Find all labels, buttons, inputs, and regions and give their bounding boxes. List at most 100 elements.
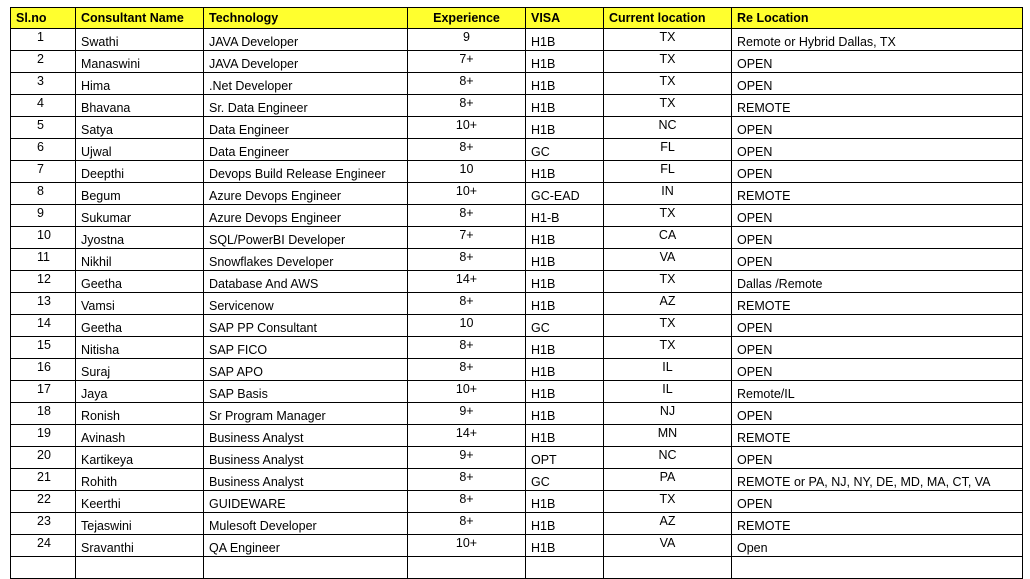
table-cell: 7 xyxy=(10,160,76,183)
table-cell: JAVA Developer xyxy=(203,50,408,73)
table-cell: IL xyxy=(603,358,732,381)
table-cell xyxy=(731,556,1023,579)
table-cell: Ronish xyxy=(75,402,204,425)
table-cell: 8+ xyxy=(407,468,526,491)
table-cell: Tejaswini xyxy=(75,512,204,535)
table-cell: 8+ xyxy=(407,94,526,117)
table-cell: SAP FICO xyxy=(203,336,408,359)
table-cell: NJ xyxy=(603,402,732,425)
table-cell: H1B xyxy=(525,116,604,139)
table-cell: SAP APO xyxy=(203,358,408,381)
table-cell: 10 xyxy=(407,314,526,337)
table-cell: H1B xyxy=(525,336,604,359)
table-cell: 10+ xyxy=(407,182,526,205)
table-cell: FL xyxy=(603,138,732,161)
table-cell: 9 xyxy=(407,28,526,51)
table-row: 1 Swathi JAVA Developer 9 H1B TX Remote or Hyb… xyxy=(10,28,1023,51)
table-cell: 10 xyxy=(10,226,76,249)
table-row: 11 Nikhil Snowflakes Developer 8+ H1B VA OPEN xyxy=(10,248,1023,271)
table-cell: FL xyxy=(603,160,732,183)
table-cell: Sr. Data Engineer xyxy=(203,94,408,117)
page: {"table": { "header": ["Sl.no", "Consult… xyxy=(10,7,1023,579)
table-cell: H1B xyxy=(525,248,604,271)
table-cell: H1B xyxy=(525,72,604,95)
table-cell: NC xyxy=(603,116,732,139)
table-cell: Business Analyst xyxy=(203,468,408,491)
table-row: 13 Vamsi Servicenow 8+ H1B AZ REMOTE xyxy=(10,292,1023,315)
table-cell: Nitisha xyxy=(75,336,204,359)
table-cell: Nikhil xyxy=(75,248,204,271)
table-cell: GC xyxy=(525,138,604,161)
table-cell: Satya xyxy=(75,116,204,139)
table-cell: IN xyxy=(603,182,732,205)
header-cell: Technology xyxy=(203,7,408,29)
table-cell: PA xyxy=(603,468,732,491)
table-cell: Jyostna xyxy=(75,226,204,249)
table-cell: 9+ xyxy=(407,402,526,425)
table-cell: Azure Devops Engineer xyxy=(203,204,408,227)
table-cell: Suraj xyxy=(75,358,204,381)
table-row: 20 Kartikeya Business Analyst 9+ OPT NC OPEN xyxy=(10,446,1023,469)
table-cell: 22 xyxy=(10,490,76,513)
table-cell: 17 xyxy=(10,380,76,403)
table-cell: OPEN xyxy=(731,160,1023,183)
table-cell: H1B xyxy=(525,160,604,183)
table-cell: 20 xyxy=(10,446,76,469)
table-cell: OPEN xyxy=(731,138,1023,161)
table-cell: H1B xyxy=(525,28,604,51)
table-cell: GUIDEWARE xyxy=(203,490,408,513)
header-cell: Experience xyxy=(407,7,526,29)
table-cell: 8+ xyxy=(407,248,526,271)
table-cell: 7+ xyxy=(407,50,526,73)
table-cell: 13 xyxy=(10,292,76,315)
table-cell: REMOTE xyxy=(731,292,1023,315)
table-cell: TX xyxy=(603,336,732,359)
table-cell: H1B xyxy=(525,50,604,73)
table-cell: Azure Devops Engineer xyxy=(203,182,408,205)
table-cell xyxy=(10,556,76,579)
table-cell: Ujwal xyxy=(75,138,204,161)
table-cell: Snowflakes Developer xyxy=(203,248,408,271)
table-cell: OPEN xyxy=(731,248,1023,271)
table-cell: 10+ xyxy=(407,380,526,403)
table-cell: 23 xyxy=(10,512,76,535)
table-cell: TX xyxy=(603,94,732,117)
table-cell: IL xyxy=(603,380,732,403)
table-cell: OPEN xyxy=(731,50,1023,73)
table-cell: 8+ xyxy=(407,358,526,381)
table-cell: H1B xyxy=(525,490,604,513)
table-cell: H1B xyxy=(525,424,604,447)
table-cell: SAP Basis xyxy=(203,380,408,403)
header-cell: Consultant Name xyxy=(75,7,204,29)
table-row: 14 Geetha SAP PP Consultant 10 GC TX OPEN xyxy=(10,314,1023,337)
table-cell: H1B xyxy=(525,512,604,535)
table-cell: Database And AWS xyxy=(203,270,408,293)
header-cell: Sl.no xyxy=(10,7,76,29)
table-cell: H1B xyxy=(525,270,604,293)
table-cell: 10+ xyxy=(407,116,526,139)
table-cell: TX xyxy=(603,490,732,513)
table-cell: OPT xyxy=(525,446,604,469)
table-row: 17 Jaya SAP Basis 10+ H1B IL Remote/IL xyxy=(10,380,1023,403)
table-cell: TX xyxy=(603,72,732,95)
table-row xyxy=(10,556,1023,579)
table-row: 10 Jyostna SQL/PowerBI Developer 7+ H1B CA OPE… xyxy=(10,226,1023,249)
table-cell: 11 xyxy=(10,248,76,271)
table-cell: JAVA Developer xyxy=(203,28,408,51)
table-cell: OPEN xyxy=(731,314,1023,337)
table-cell: Business Analyst xyxy=(203,446,408,469)
table-cell: Hima xyxy=(75,72,204,95)
consultant-table: Sl.no Consultant Name Technology Experience… xyxy=(10,7,1023,579)
table-cell: GC xyxy=(525,468,604,491)
table-cell: REMOTE xyxy=(731,94,1023,117)
table-cell xyxy=(75,556,204,579)
table-cell: 14 xyxy=(10,314,76,337)
table-cell: OPEN xyxy=(731,402,1023,425)
table-cell xyxy=(407,556,526,579)
table-cell xyxy=(603,556,732,579)
table-row: 21 Rohith Business Analyst 8+ GC PA REMOTE or … xyxy=(10,468,1023,491)
table-cell: Remote/IL xyxy=(731,380,1023,403)
table-cell: REMOTE or PA, NJ, NY, DE, MD, MA, CT, VA xyxy=(731,468,1023,491)
header-cell: VISA xyxy=(525,7,604,29)
table-cell: Rohith xyxy=(75,468,204,491)
